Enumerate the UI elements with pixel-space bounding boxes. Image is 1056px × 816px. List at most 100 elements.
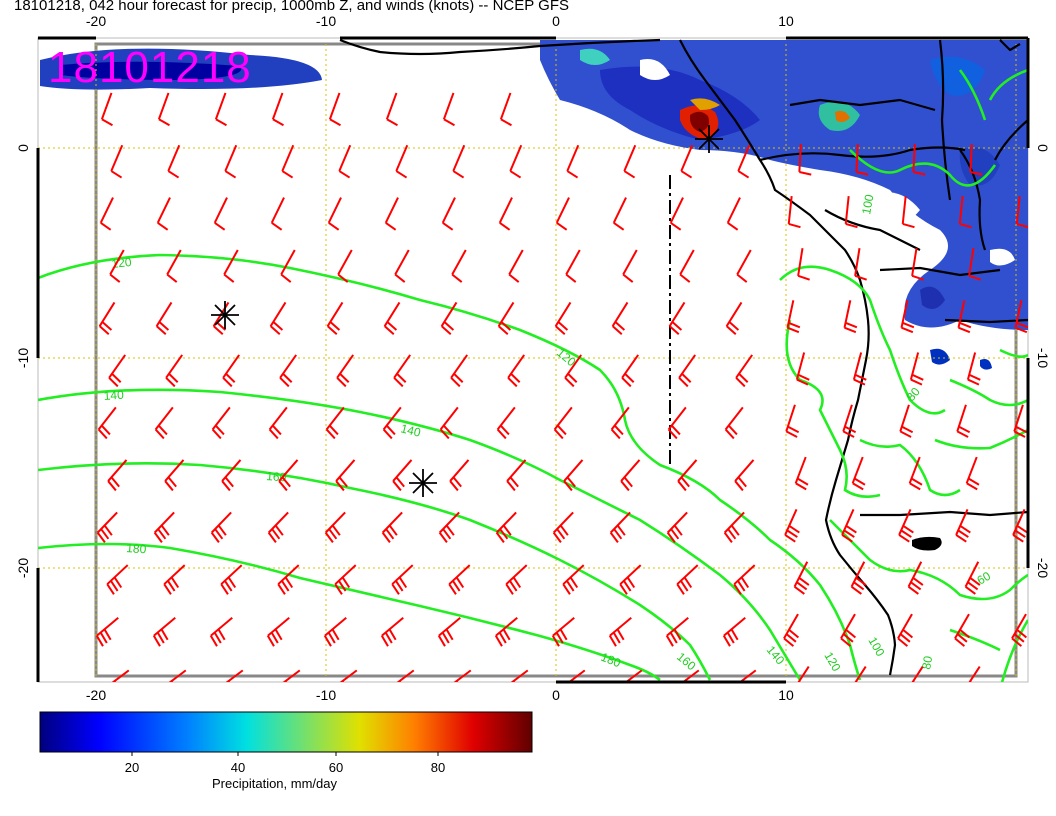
wind-barb	[554, 301, 572, 335]
lon-labels: -20 -10 0 10 -20 -10 0 10	[86, 13, 794, 703]
lat-tick-right: 0	[1035, 144, 1051, 152]
wind-barb	[162, 669, 187, 682]
contour-label: 140	[103, 388, 124, 403]
wind-barb	[338, 144, 352, 179]
precip-area	[959, 147, 1000, 186]
contour-120	[38, 253, 862, 681]
wind-barb	[734, 459, 755, 492]
asterisk-icon	[695, 125, 723, 153]
wind-barb	[100, 92, 113, 127]
wind-barb	[564, 354, 582, 388]
contour-label: 100	[865, 635, 887, 660]
precip-area	[690, 98, 720, 110]
wind-barb	[958, 195, 972, 229]
wind-barb	[328, 92, 341, 127]
wind-barb	[96, 511, 118, 544]
coastline	[759, 146, 966, 162]
precip-area	[920, 286, 945, 309]
wind-barb	[509, 144, 523, 179]
wind-barb	[326, 301, 344, 335]
wind-barb	[507, 354, 525, 388]
wind-barb	[666, 511, 688, 544]
wind-barb	[555, 197, 570, 231]
wind-barb	[726, 197, 741, 231]
wind-barb	[956, 404, 971, 438]
wind-barb	[794, 456, 809, 491]
precip-gap	[902, 224, 935, 252]
wind-barb	[561, 669, 586, 682]
wind-barb	[851, 456, 866, 491]
lat-tick-left: 0	[15, 144, 31, 152]
wind-barb	[675, 669, 700, 682]
wind-barb	[610, 406, 630, 440]
lat-tick-left: -10	[15, 348, 31, 368]
wind-barb	[908, 456, 923, 491]
wind-barb	[97, 406, 117, 440]
wind-barb	[733, 564, 756, 595]
wind-barb	[897, 613, 914, 647]
wind-barbs	[95, 92, 1028, 682]
precip-gap	[870, 192, 920, 226]
wind-barb	[795, 352, 810, 386]
colorbar-tick-label: 40	[231, 760, 245, 775]
lat-tick-left: -20	[15, 558, 31, 578]
colorbar-tick-label: 20	[125, 760, 139, 775]
wind-barb	[784, 508, 800, 543]
wind-barb	[1013, 404, 1028, 438]
wind-barb	[969, 143, 983, 176]
wind-barb	[442, 92, 455, 127]
wind-barb	[333, 669, 358, 682]
wind-barb	[267, 511, 289, 544]
wind-barb	[277, 564, 300, 595]
wind-barb	[668, 301, 686, 335]
wind-barb	[278, 459, 299, 492]
wind-barb	[219, 669, 244, 682]
wind-barb	[390, 669, 415, 682]
lon-tick-top: 0	[552, 13, 560, 29]
contour-label-group: 120 120 140 140 160 160 180 180 140 120 …	[103, 193, 993, 674]
wind-barb	[109, 249, 125, 283]
wind-barb	[724, 406, 744, 440]
wind-barb	[279, 354, 297, 388]
wind-barb	[224, 144, 238, 179]
wind-barb	[165, 354, 183, 388]
graticule	[38, 44, 1028, 676]
lon-tick-top: 10	[778, 13, 794, 29]
wind-barb	[609, 511, 631, 544]
coastline	[999, 39, 1021, 52]
wind-barb	[955, 508, 971, 543]
wind-barb	[957, 300, 972, 334]
contour-180	[38, 542, 661, 682]
wind-barb	[850, 561, 867, 595]
wind-barb	[911, 248, 924, 281]
wind-barb	[494, 616, 518, 647]
wind-barb	[508, 249, 524, 283]
contour-label: 180	[126, 541, 147, 556]
wind-barb	[451, 249, 467, 283]
wind-barb	[849, 666, 867, 682]
wind-barb	[383, 301, 401, 335]
coastline	[860, 510, 1028, 517]
wind-barb	[551, 616, 575, 647]
wind-barb	[611, 301, 629, 335]
wind-barb	[334, 564, 357, 595]
wind-barb	[793, 561, 810, 595]
wind-barb	[382, 406, 402, 440]
wind-barb	[452, 144, 466, 179]
wind-barb	[722, 616, 746, 647]
wind-barb	[325, 406, 345, 440]
coastline	[339, 38, 661, 56]
wind-barb	[841, 508, 857, 543]
wind-barb	[506, 459, 527, 492]
wind-barb	[441, 197, 456, 231]
wind-barb	[622, 249, 638, 283]
wind-barb	[380, 616, 404, 647]
wind-barb	[447, 669, 472, 682]
colorbar-tick-labels: 20 40 60 80	[125, 760, 445, 775]
wind-barb	[394, 249, 410, 283]
wind-barb	[210, 511, 232, 544]
wind-barb	[95, 616, 119, 647]
contour-label: 60	[975, 569, 994, 588]
wind-barb	[797, 248, 810, 281]
wind-barb	[900, 300, 915, 334]
